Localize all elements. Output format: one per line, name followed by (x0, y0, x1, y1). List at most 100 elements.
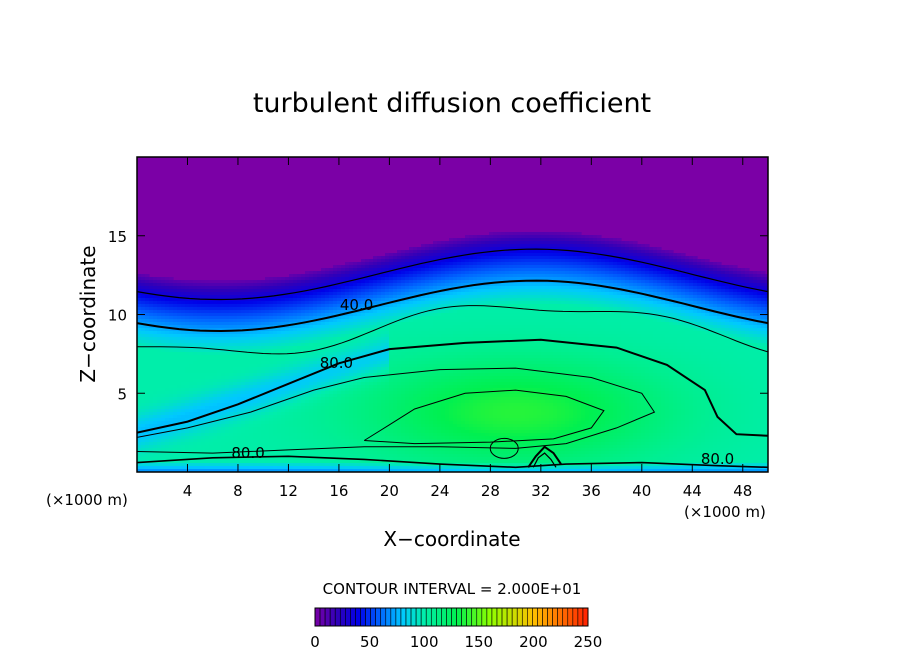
field-cell (361, 301, 366, 305)
field-cell (585, 319, 590, 323)
field-cell (285, 301, 290, 305)
field-cell (597, 328, 602, 332)
field-cell (633, 268, 638, 272)
field-cell (489, 307, 494, 311)
field-cell (389, 268, 394, 272)
field-cell (385, 259, 390, 263)
field-cell (441, 262, 446, 266)
field-cell (565, 304, 570, 308)
field-cell (745, 307, 750, 311)
field-cell (533, 256, 538, 260)
field-cell (225, 301, 230, 305)
field-cell (489, 286, 494, 290)
field-cell (609, 238, 614, 242)
field-cell (581, 277, 586, 281)
field-cell (573, 298, 578, 302)
field-cell (421, 322, 426, 326)
field-cell (569, 262, 574, 266)
field-cell (749, 328, 754, 332)
field-cell (425, 313, 430, 317)
field-cell (241, 292, 246, 296)
field-cell (509, 337, 514, 341)
field-cell (609, 316, 614, 320)
field-cell (425, 289, 430, 293)
field-cell (741, 322, 746, 326)
field-cell (305, 316, 310, 320)
field-cell (449, 322, 454, 326)
field-cell (753, 292, 758, 296)
field-cell (501, 304, 506, 308)
field-cell (389, 286, 394, 290)
field-cell (389, 304, 394, 308)
field-cell (545, 274, 550, 278)
field-cell (733, 325, 738, 329)
field-cell (729, 283, 734, 287)
field-cell (581, 274, 586, 278)
field-cell (429, 268, 434, 272)
field-cell (601, 268, 606, 272)
field-cell (473, 337, 478, 341)
field-cell (725, 307, 730, 311)
field-cell (709, 280, 714, 284)
field-cell (461, 301, 466, 305)
field-cell (553, 238, 558, 242)
field-cell (669, 289, 674, 293)
field-cell (273, 334, 278, 338)
field-cell (177, 289, 182, 293)
field-cell (213, 283, 218, 287)
field-cell (453, 262, 458, 266)
field-cell (237, 337, 242, 341)
field-cell (217, 304, 222, 308)
field-cell (465, 310, 470, 314)
field-cell (641, 271, 646, 275)
field-cell (633, 244, 638, 248)
field-cell (537, 256, 542, 260)
field-cell (741, 310, 746, 314)
field-cell (597, 271, 602, 275)
field-cell (633, 277, 638, 281)
field-cell (753, 325, 758, 329)
field-cell (613, 238, 618, 242)
field-cell (445, 289, 450, 293)
field-cell (521, 298, 526, 302)
field-cell (501, 325, 506, 329)
field-cell (453, 319, 458, 323)
field-cell (625, 250, 630, 254)
field-cell (377, 259, 382, 263)
field-cell (189, 307, 194, 311)
field-cell (337, 301, 342, 305)
field-cell (717, 322, 722, 326)
field-cell (389, 265, 394, 269)
field-cell (177, 301, 182, 305)
field-cell (429, 271, 434, 275)
field-cell (457, 331, 462, 335)
field-cell (541, 283, 546, 287)
field-cell (489, 331, 494, 335)
field-cell (517, 253, 522, 257)
field-cell (657, 307, 662, 311)
field-cell (549, 325, 554, 329)
field-cell (505, 250, 510, 254)
field-cell (433, 334, 438, 338)
field-cell (181, 280, 186, 284)
field-cell (473, 310, 478, 314)
field-cell (217, 310, 222, 314)
field-cell (381, 319, 386, 323)
field-cell (301, 292, 306, 296)
field-cell (473, 301, 478, 305)
field-cell (765, 292, 768, 296)
field-cell (165, 298, 170, 302)
field-cell (537, 241, 542, 245)
field-cell (529, 307, 534, 311)
field-cell (533, 295, 538, 299)
field-cell (281, 292, 286, 296)
field-cell (553, 283, 558, 287)
field-cell (421, 247, 426, 251)
field-cell (557, 268, 562, 272)
field-cell (205, 322, 210, 326)
field-cell (417, 286, 422, 290)
field-cell (621, 283, 626, 287)
field-cell (585, 322, 590, 326)
field-cell (361, 271, 366, 275)
field-cell (401, 265, 406, 269)
